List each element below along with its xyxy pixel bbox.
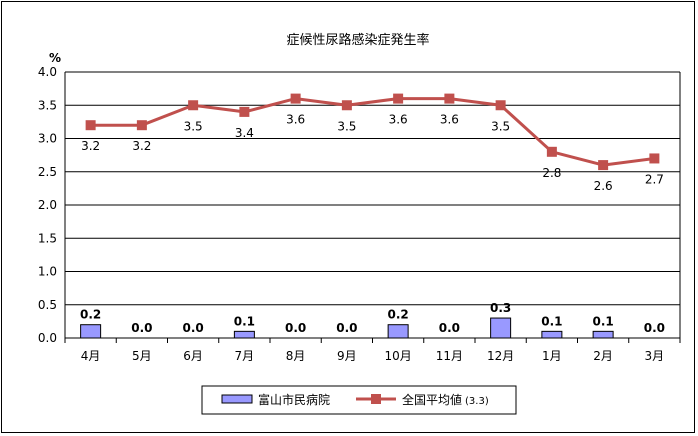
line-data-label: 3.5 xyxy=(337,119,356,133)
bar-data-label: 0.0 xyxy=(182,321,203,335)
x-tick-labels: 4月 5月 6月 7月 8月 9月 10月 11月 12月 1月 2月 3月 xyxy=(64,338,681,363)
y-tick-label: 2.5 xyxy=(38,165,57,179)
bar-data-label: 0.0 xyxy=(644,321,665,335)
bar-data-label: 0.2 xyxy=(387,308,408,322)
line-point xyxy=(85,120,96,131)
bar-data-label: 0.1 xyxy=(592,314,613,328)
x-tick-label: 2月 xyxy=(593,349,613,363)
line-point xyxy=(495,100,506,111)
bar xyxy=(592,330,614,339)
line-data-label: 3.4 xyxy=(235,126,254,140)
chart-title: 症候性尿路感染症発生率 xyxy=(286,32,429,48)
line-point xyxy=(239,106,250,117)
line-point xyxy=(188,100,199,111)
line-data-label: 3.6 xyxy=(286,113,305,127)
y-tick-label: 3.0 xyxy=(38,132,57,146)
bar xyxy=(233,330,255,339)
line-data-label: 2.7 xyxy=(645,172,664,186)
line-series xyxy=(85,93,660,171)
line-data-label: 2.8 xyxy=(542,166,561,180)
x-tick-label: 7月 xyxy=(235,349,255,363)
bar-data-label: 0.0 xyxy=(285,321,306,335)
series-line xyxy=(90,97,655,167)
bar-data-label: 0.0 xyxy=(131,321,152,335)
line-data-label: 3.5 xyxy=(491,119,510,133)
y-tick-label: 4.0 xyxy=(38,65,57,79)
bar xyxy=(490,317,512,339)
line-data-label: 3.2 xyxy=(132,139,151,153)
line-data-label: 3.6 xyxy=(389,113,408,127)
line-point xyxy=(290,93,301,104)
line-point xyxy=(136,120,147,131)
x-tick-label: 6月 xyxy=(183,349,203,363)
legend-line-label: 全国平均値 (3.3) xyxy=(402,392,489,407)
bar-data-label: 0.0 xyxy=(439,321,460,335)
legend-line-note: (3.3) xyxy=(465,396,489,407)
legend-box xyxy=(201,385,517,415)
y-tick-label: 2.0 xyxy=(38,198,57,212)
line-point xyxy=(393,93,404,104)
line-data-label: 3.5 xyxy=(184,119,203,133)
bar-series xyxy=(80,317,614,339)
line-point xyxy=(341,100,352,111)
line-point xyxy=(649,153,660,164)
line-data-label: 3.6 xyxy=(440,113,459,127)
line-point xyxy=(546,146,557,157)
line-data-label: 3.2 xyxy=(81,139,100,153)
bar-data-label: 0.3 xyxy=(490,301,511,315)
x-tick-label: 1月 xyxy=(542,349,562,363)
gridlines xyxy=(64,71,681,339)
x-tick-label: 8月 xyxy=(286,349,306,363)
legend-line-name: 全国平均値 xyxy=(402,392,462,407)
bar-data-label: 0.0 xyxy=(336,321,357,335)
y-tick-labels: 0.0 0.5 1.0 1.5 2.0 2.5 3.0 3.5 4.0 xyxy=(38,65,57,345)
y-tick-label: 1.5 xyxy=(38,231,57,245)
bar-data-label: 0.2 xyxy=(80,308,101,322)
bar xyxy=(541,330,563,339)
line-point xyxy=(598,160,609,171)
x-tick-label: 3月 xyxy=(645,349,665,363)
x-tick-label: 12月 xyxy=(487,349,514,363)
legend-bar-swatch xyxy=(221,394,253,404)
x-tick-label: 4月 xyxy=(81,349,101,363)
y-tick-label: 1.0 xyxy=(38,265,57,279)
x-tick-label: 9月 xyxy=(337,349,357,363)
bar-data-label: 0.1 xyxy=(234,314,255,328)
y-tick-label: 3.5 xyxy=(38,98,57,112)
bar xyxy=(387,324,409,339)
line-data-label: 2.6 xyxy=(594,179,613,193)
bar xyxy=(80,324,102,339)
y-axis-unit: % xyxy=(49,51,61,65)
legend: 富山市民病院 全国平均値 (3.3) xyxy=(201,385,517,415)
bar-data-label: 0.1 xyxy=(541,314,562,328)
legend-line-marker xyxy=(371,394,381,404)
x-tick-label: 10月 xyxy=(384,349,411,363)
x-tick-label: 5月 xyxy=(132,349,152,363)
y-tick-label: 0.5 xyxy=(38,298,57,312)
legend-bar-label: 富山市民病院 xyxy=(258,392,330,407)
y-tick-label: 0.0 xyxy=(38,331,57,345)
data-labels: 0.2 0.0 0.0 0.1 0.0 0.0 0.2 0.0 0.3 0.1 0.1 0.0 3.2 3… xyxy=(80,113,665,335)
line-point xyxy=(444,93,455,104)
x-tick-label: 11月 xyxy=(436,349,463,363)
